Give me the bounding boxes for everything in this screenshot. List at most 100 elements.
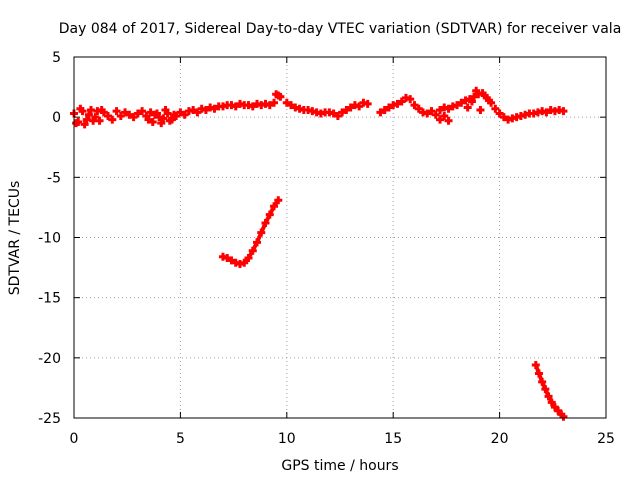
data-point [144, 115, 153, 124]
data-point [97, 105, 106, 114]
data-point [427, 107, 436, 116]
data-point [467, 97, 476, 106]
data-point [80, 120, 89, 129]
data-point [472, 86, 481, 95]
data-point [342, 105, 351, 114]
x-tick-label: 10 [278, 431, 296, 447]
y-tick-label: -20 [38, 351, 61, 367]
axis-ticks: 0 5 10 15 20 25 5 0 -5 -10 -15 -20 -25 [38, 50, 615, 447]
data-point [282, 98, 291, 107]
x-tick-label: 25 [597, 431, 615, 447]
series-line [220, 198, 281, 266]
data-point [534, 369, 543, 378]
data-point [240, 258, 249, 267]
data-point [272, 90, 281, 99]
data-point [257, 228, 266, 237]
data-point [329, 109, 338, 118]
data-point [406, 95, 415, 104]
data-point [559, 412, 568, 421]
data-point [180, 110, 189, 119]
data-point [444, 104, 453, 113]
data-point [201, 105, 210, 114]
data-point [346, 103, 355, 112]
series-tail-segment [531, 361, 568, 421]
data-layer [70, 86, 568, 421]
data-point [423, 109, 432, 118]
data-point [148, 117, 157, 126]
y-tick-label: -15 [38, 291, 61, 307]
data-point [121, 108, 130, 117]
data-point [542, 108, 551, 117]
data-point [72, 119, 81, 128]
data-point [248, 102, 257, 111]
x-tick-label: 5 [176, 431, 185, 447]
data-point [559, 107, 568, 116]
data-point [457, 98, 466, 107]
x-tick-label: 0 [70, 431, 79, 447]
data-point [76, 104, 85, 113]
data-point [491, 104, 500, 113]
y-tick-label: 5 [52, 50, 61, 66]
x-axis-label: GPS time / hours [281, 458, 398, 474]
data-point [138, 107, 147, 116]
data-point [223, 253, 232, 262]
data-point [338, 108, 347, 117]
data-point [265, 101, 274, 110]
data-point [397, 97, 406, 106]
data-point [261, 219, 270, 228]
data-point [104, 111, 113, 120]
data-point [376, 108, 385, 117]
data-point [193, 108, 202, 117]
data-point [287, 101, 296, 110]
data-point [363, 99, 372, 108]
chart-title: Day 084 of 2017, Sidereal Day-to-day VTE… [59, 21, 622, 37]
data-point [170, 110, 179, 119]
data-point [129, 113, 138, 122]
data-point [531, 361, 540, 370]
data-point [161, 105, 170, 114]
data-point [125, 110, 134, 119]
series-main-band [70, 86, 568, 129]
data-point [265, 210, 274, 219]
data-point [414, 104, 423, 113]
data-point [538, 377, 547, 386]
data-point [480, 91, 489, 100]
data-point [544, 392, 553, 401]
data-point [270, 98, 279, 107]
data-point [410, 101, 419, 110]
data-point [333, 111, 342, 120]
x-tick-label: 20 [491, 431, 509, 447]
data-point [484, 96, 493, 105]
data-point [248, 246, 257, 255]
data-point [355, 102, 364, 111]
data-point [227, 256, 236, 265]
data-point [476, 105, 485, 114]
data-point [274, 196, 283, 205]
data-point [108, 115, 117, 124]
data-point [112, 107, 121, 116]
data-point [440, 111, 449, 120]
data-point [84, 110, 93, 119]
data-point [270, 202, 279, 211]
series-line [533, 363, 566, 419]
data-point [380, 105, 389, 114]
data-point [231, 102, 240, 111]
data-point [431, 110, 440, 119]
data-point [89, 116, 98, 125]
data-point [444, 116, 453, 125]
data-point [499, 113, 508, 122]
data-point [210, 104, 219, 113]
data-point [253, 238, 262, 247]
y-tick-label: -5 [47, 170, 61, 186]
data-point [176, 108, 185, 117]
y-tick-label: -25 [38, 411, 61, 427]
data-point [157, 119, 166, 128]
data-point [276, 92, 285, 101]
data-point [470, 92, 479, 101]
data-point [165, 116, 174, 125]
data-point [393, 99, 402, 108]
data-point [133, 109, 142, 118]
data-point [463, 103, 472, 112]
data-point [547, 398, 556, 407]
